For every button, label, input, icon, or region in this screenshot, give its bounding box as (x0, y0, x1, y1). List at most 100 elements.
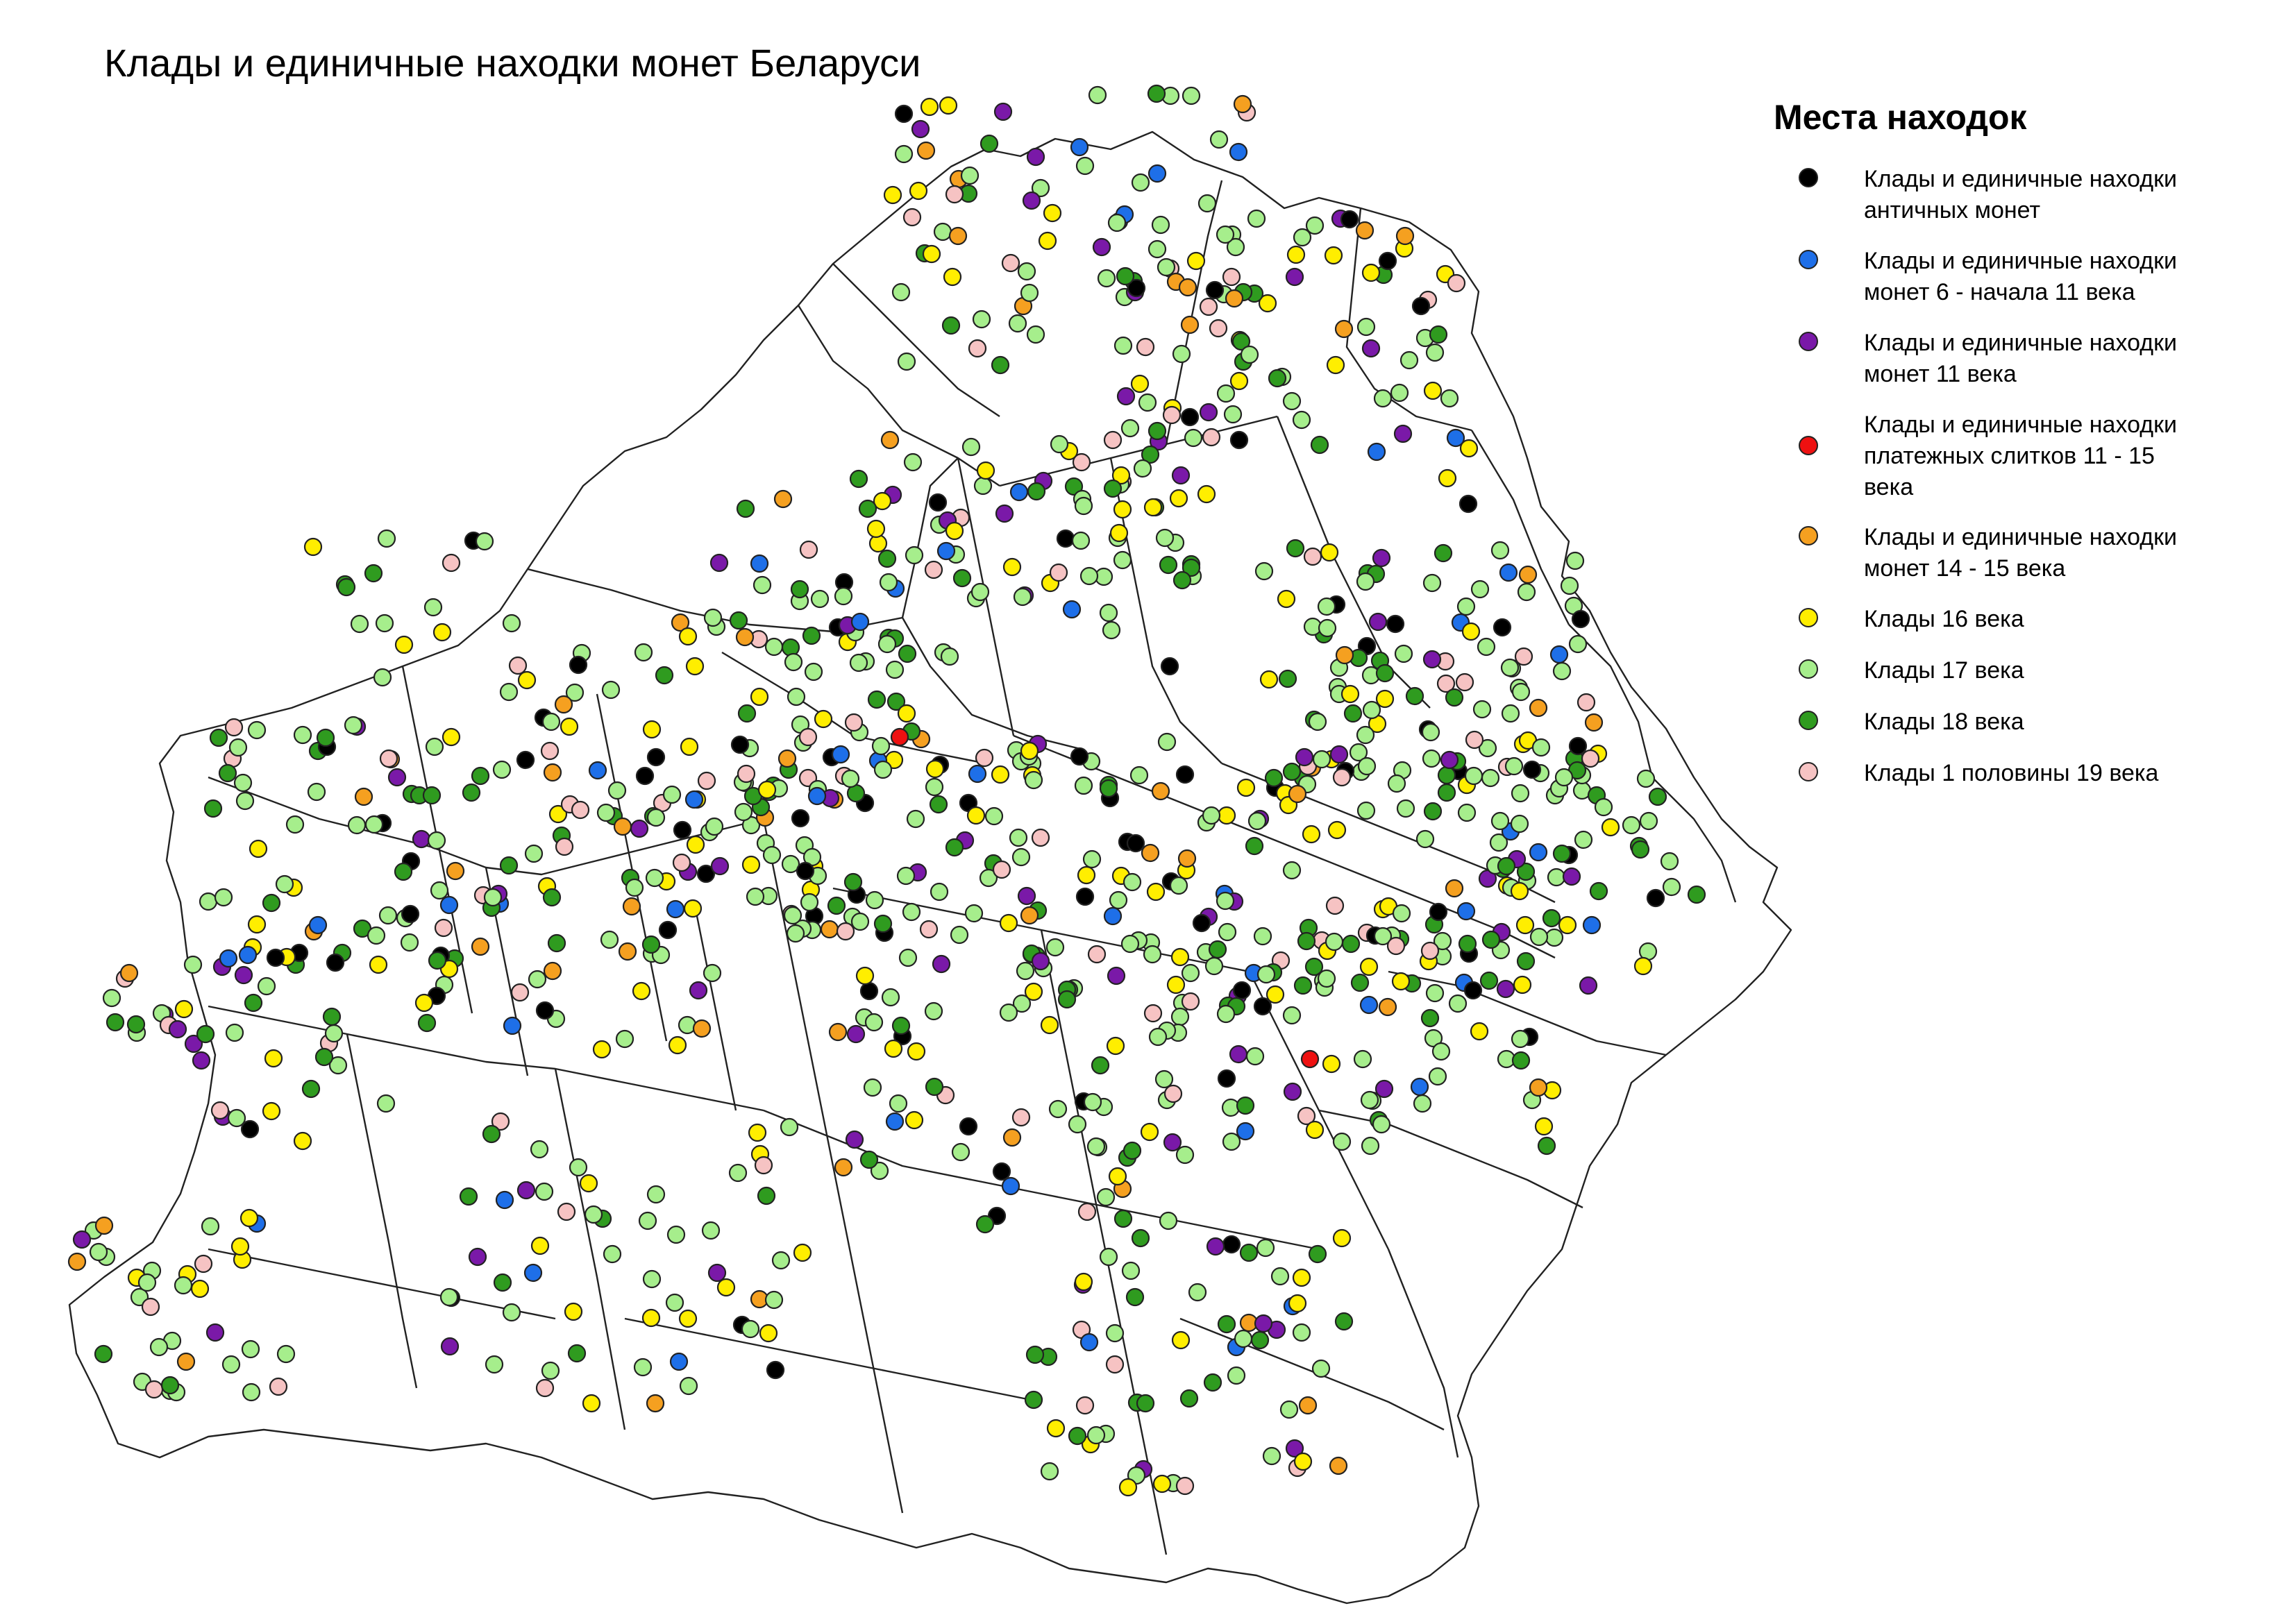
find-marker-c11 (234, 965, 253, 985)
find-marker-c14_15 (1334, 319, 1354, 339)
find-marker-c14_15 (834, 1158, 853, 1177)
find-marker-c17 (1102, 620, 1121, 640)
find-marker-c19 (1465, 730, 1484, 750)
find-marker-c16 (1024, 982, 1043, 1001)
district-line (1291, 845, 1556, 959)
find-marker-c19 (442, 553, 461, 573)
find-marker-c11 (846, 1024, 866, 1044)
district-line (624, 1317, 1042, 1403)
find-marker-c17 (1305, 216, 1325, 235)
find-marker-c18 (1434, 543, 1453, 563)
find-marker-c16 (1513, 975, 1532, 995)
find-marker-c17 (1254, 561, 1274, 581)
find-marker-c14_15 (735, 627, 755, 647)
find-marker-c17 (940, 647, 959, 666)
find-marker-c17 (1040, 1462, 1059, 1481)
find-marker-c18 (1231, 332, 1251, 351)
find-marker-c14_15 (1002, 1128, 1022, 1147)
find-marker-c18 (1308, 1244, 1327, 1264)
find-marker-c16 (922, 244, 941, 264)
find-marker-c18 (301, 1079, 321, 1099)
find-marker-c18 (1027, 482, 1046, 501)
find-marker-c19 (210, 1101, 230, 1120)
find-marker-c17 (1292, 1323, 1311, 1342)
find-marker-c17 (1431, 1042, 1451, 1061)
find-marker-c17 (1511, 784, 1530, 803)
find-marker-c11 (387, 768, 407, 787)
find-marker-c19 (1297, 1106, 1316, 1126)
find-marker-c17 (679, 1376, 698, 1396)
district-line (797, 305, 1000, 487)
find-marker-c19 (1222, 267, 1241, 287)
district-line (901, 457, 959, 618)
find-marker-c17 (1510, 814, 1529, 834)
find-marker-c17 (1622, 815, 1641, 835)
find-marker-c19 (1105, 1355, 1125, 1374)
find-marker-c17 (137, 1273, 157, 1292)
find-marker-c18 (428, 951, 447, 970)
find-marker-c17 (970, 582, 990, 602)
find-marker-c16 (1375, 689, 1395, 709)
find-marker-c18 (1148, 421, 1167, 441)
find-marker-c18 (462, 783, 481, 802)
find-marker-c17 (1157, 257, 1176, 277)
find-marker-c18 (1099, 779, 1118, 798)
district-line (208, 1248, 556, 1320)
find-marker-c18 (218, 763, 237, 783)
find-marker-c17 (1129, 766, 1149, 785)
legend-label: Клады и единичные находки античных монет (1864, 166, 2177, 223)
find-marker-c16 (262, 1101, 281, 1121)
find-marker-c16 (1515, 915, 1535, 935)
find-marker-c17 (1425, 983, 1445, 1003)
find-marker-c19 (571, 800, 590, 820)
find-marker-c17 (1011, 847, 1031, 867)
find-marker-c17 (894, 144, 914, 164)
find-marker-c16 (793, 1243, 812, 1262)
find-marker-c18 (867, 690, 886, 709)
find-marker-c16 (1074, 1272, 1093, 1292)
find-marker-c17 (1099, 1247, 1118, 1267)
district-line (901, 617, 1084, 751)
find-marker-c19 (1077, 1202, 1097, 1221)
find-marker-c18 (422, 786, 442, 805)
find-marker-c17 (865, 890, 884, 910)
find-marker-c17 (951, 1142, 970, 1162)
map-title: Клады и единичные находки монет Беларуси (104, 41, 921, 85)
find-marker-c17 (199, 892, 218, 911)
legend-title: Места находок (1774, 98, 2027, 137)
find-marker-c16 (750, 687, 769, 707)
find-marker-c19 (1325, 896, 1345, 915)
find-marker-c19 (555, 837, 574, 856)
find-marker-c16 (442, 727, 461, 747)
find-marker-c17 (781, 854, 800, 874)
find-marker-c17 (1531, 738, 1551, 757)
find-marker-c17 (1448, 994, 1468, 1013)
find-marker-c16 (741, 855, 761, 874)
find-marker-c19 (1209, 319, 1228, 338)
find-marker-c6_11 (523, 1263, 543, 1283)
find-marker-c18 (322, 1007, 342, 1026)
find-marker-c16 (1510, 881, 1529, 901)
find-marker-c17 (1639, 811, 1658, 831)
find-marker-c17 (1478, 738, 1497, 758)
find-marker-c17 (701, 1221, 721, 1240)
find-marker-c18 (873, 914, 893, 933)
find-marker-c17 (499, 682, 519, 702)
find-marker-c17 (800, 893, 819, 912)
find-marker-c16 (1109, 523, 1129, 543)
legend-label: Клады 17 века (1864, 657, 2024, 684)
find-marker-c17 (780, 1117, 799, 1137)
find-marker-c17 (1247, 209, 1266, 228)
find-marker-c17 (1031, 178, 1050, 198)
find-marker-c17 (1079, 566, 1099, 586)
find-points (67, 84, 1706, 1497)
find-marker-c17 (601, 680, 621, 700)
find-marker-c19 (1181, 992, 1200, 1011)
find-marker-c17 (746, 887, 765, 906)
find-marker-c14_15 (354, 787, 373, 806)
find-marker-c14_15 (1355, 221, 1375, 240)
find-marker-c16 (884, 1039, 903, 1058)
find-marker-c17 (1373, 389, 1393, 408)
find-marker-c11 (911, 119, 930, 139)
